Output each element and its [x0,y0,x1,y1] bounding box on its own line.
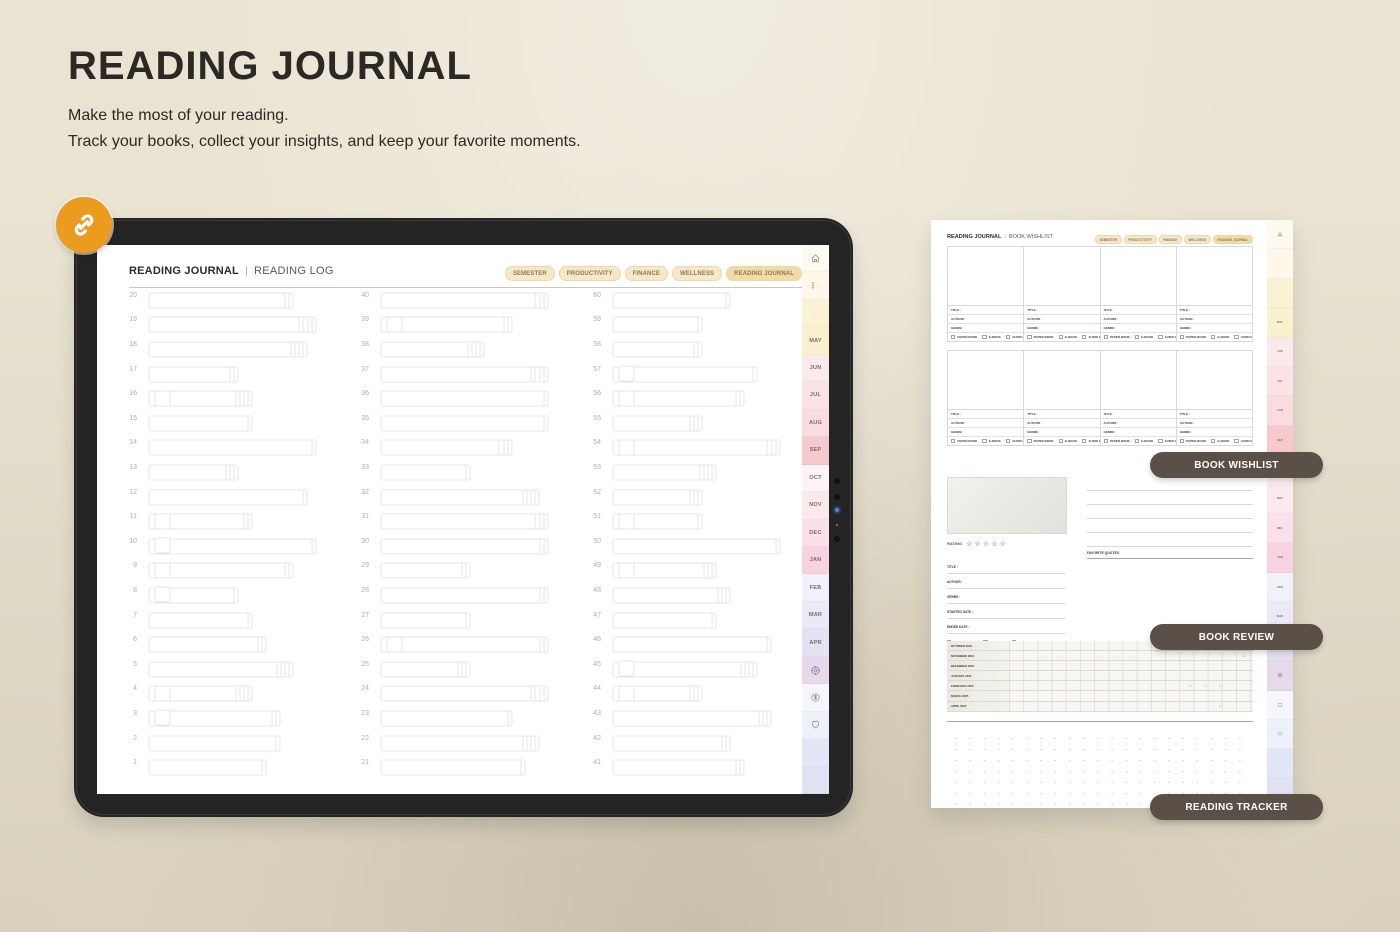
svg-text:8: 8 [133,587,137,594]
svg-text:22: 22 [361,735,369,742]
svg-text:17: 17 [129,366,137,373]
svg-text:42: 42 [593,735,601,742]
svg-text:25: 25 [361,661,369,668]
svg-text:56: 56 [593,390,601,397]
svg-text:57: 57 [593,366,601,373]
svg-text:45: 45 [593,661,601,668]
svg-text:38: 38 [361,341,369,348]
svg-text:5: 5 [133,661,137,668]
svg-text:40: 40 [361,292,369,299]
svg-text:24: 24 [361,685,369,692]
svg-text:35: 35 [361,415,369,422]
svg-text:20: 20 [129,292,137,299]
svg-text:21: 21 [361,759,369,766]
svg-text:11: 11 [130,513,137,520]
svg-text:31: 31 [361,513,369,520]
svg-text:3: 3 [133,710,137,717]
svg-text:52: 52 [593,489,601,496]
svg-text:2: 2 [133,735,137,742]
svg-text:16: 16 [129,390,137,397]
svg-text:15: 15 [129,415,137,422]
svg-text:60: 60 [593,292,601,299]
svg-text:14: 14 [129,439,137,446]
svg-text:58: 58 [593,341,601,348]
svg-text:46: 46 [593,636,601,643]
svg-text:23: 23 [361,710,369,717]
svg-text:4: 4 [133,685,137,692]
svg-text:41: 41 [593,759,601,766]
svg-text:47: 47 [593,612,601,619]
svg-text:43: 43 [593,710,601,717]
svg-text:18: 18 [129,341,137,348]
svg-text:37: 37 [361,366,369,373]
svg-text:48: 48 [593,587,601,594]
svg-text:6: 6 [133,636,137,643]
svg-text:55: 55 [593,415,601,422]
svg-text:54: 54 [593,439,601,446]
svg-text:34: 34 [361,439,369,446]
svg-text:19: 19 [129,316,137,323]
svg-text:7: 7 [133,612,137,619]
svg-text:28: 28 [361,587,369,594]
svg-text:9: 9 [133,562,137,569]
svg-text:29: 29 [361,562,369,569]
svg-text:12: 12 [129,489,137,496]
svg-text:59: 59 [593,316,601,323]
svg-text:13: 13 [129,464,137,471]
svg-text:27: 27 [361,612,369,619]
svg-text:33: 33 [361,464,369,471]
svg-text:53: 53 [593,464,601,471]
svg-text:36: 36 [361,390,369,397]
svg-text:51: 51 [593,513,601,520]
svg-text:26: 26 [361,636,369,643]
svg-text:44: 44 [593,685,601,692]
svg-text:32: 32 [361,489,369,496]
svg-text:49: 49 [593,562,601,569]
svg-text:30: 30 [361,538,369,545]
svg-text:1: 1 [133,759,137,766]
svg-text:10: 10 [129,538,137,545]
svg-text:39: 39 [361,316,369,323]
svg-text:50: 50 [593,538,601,545]
